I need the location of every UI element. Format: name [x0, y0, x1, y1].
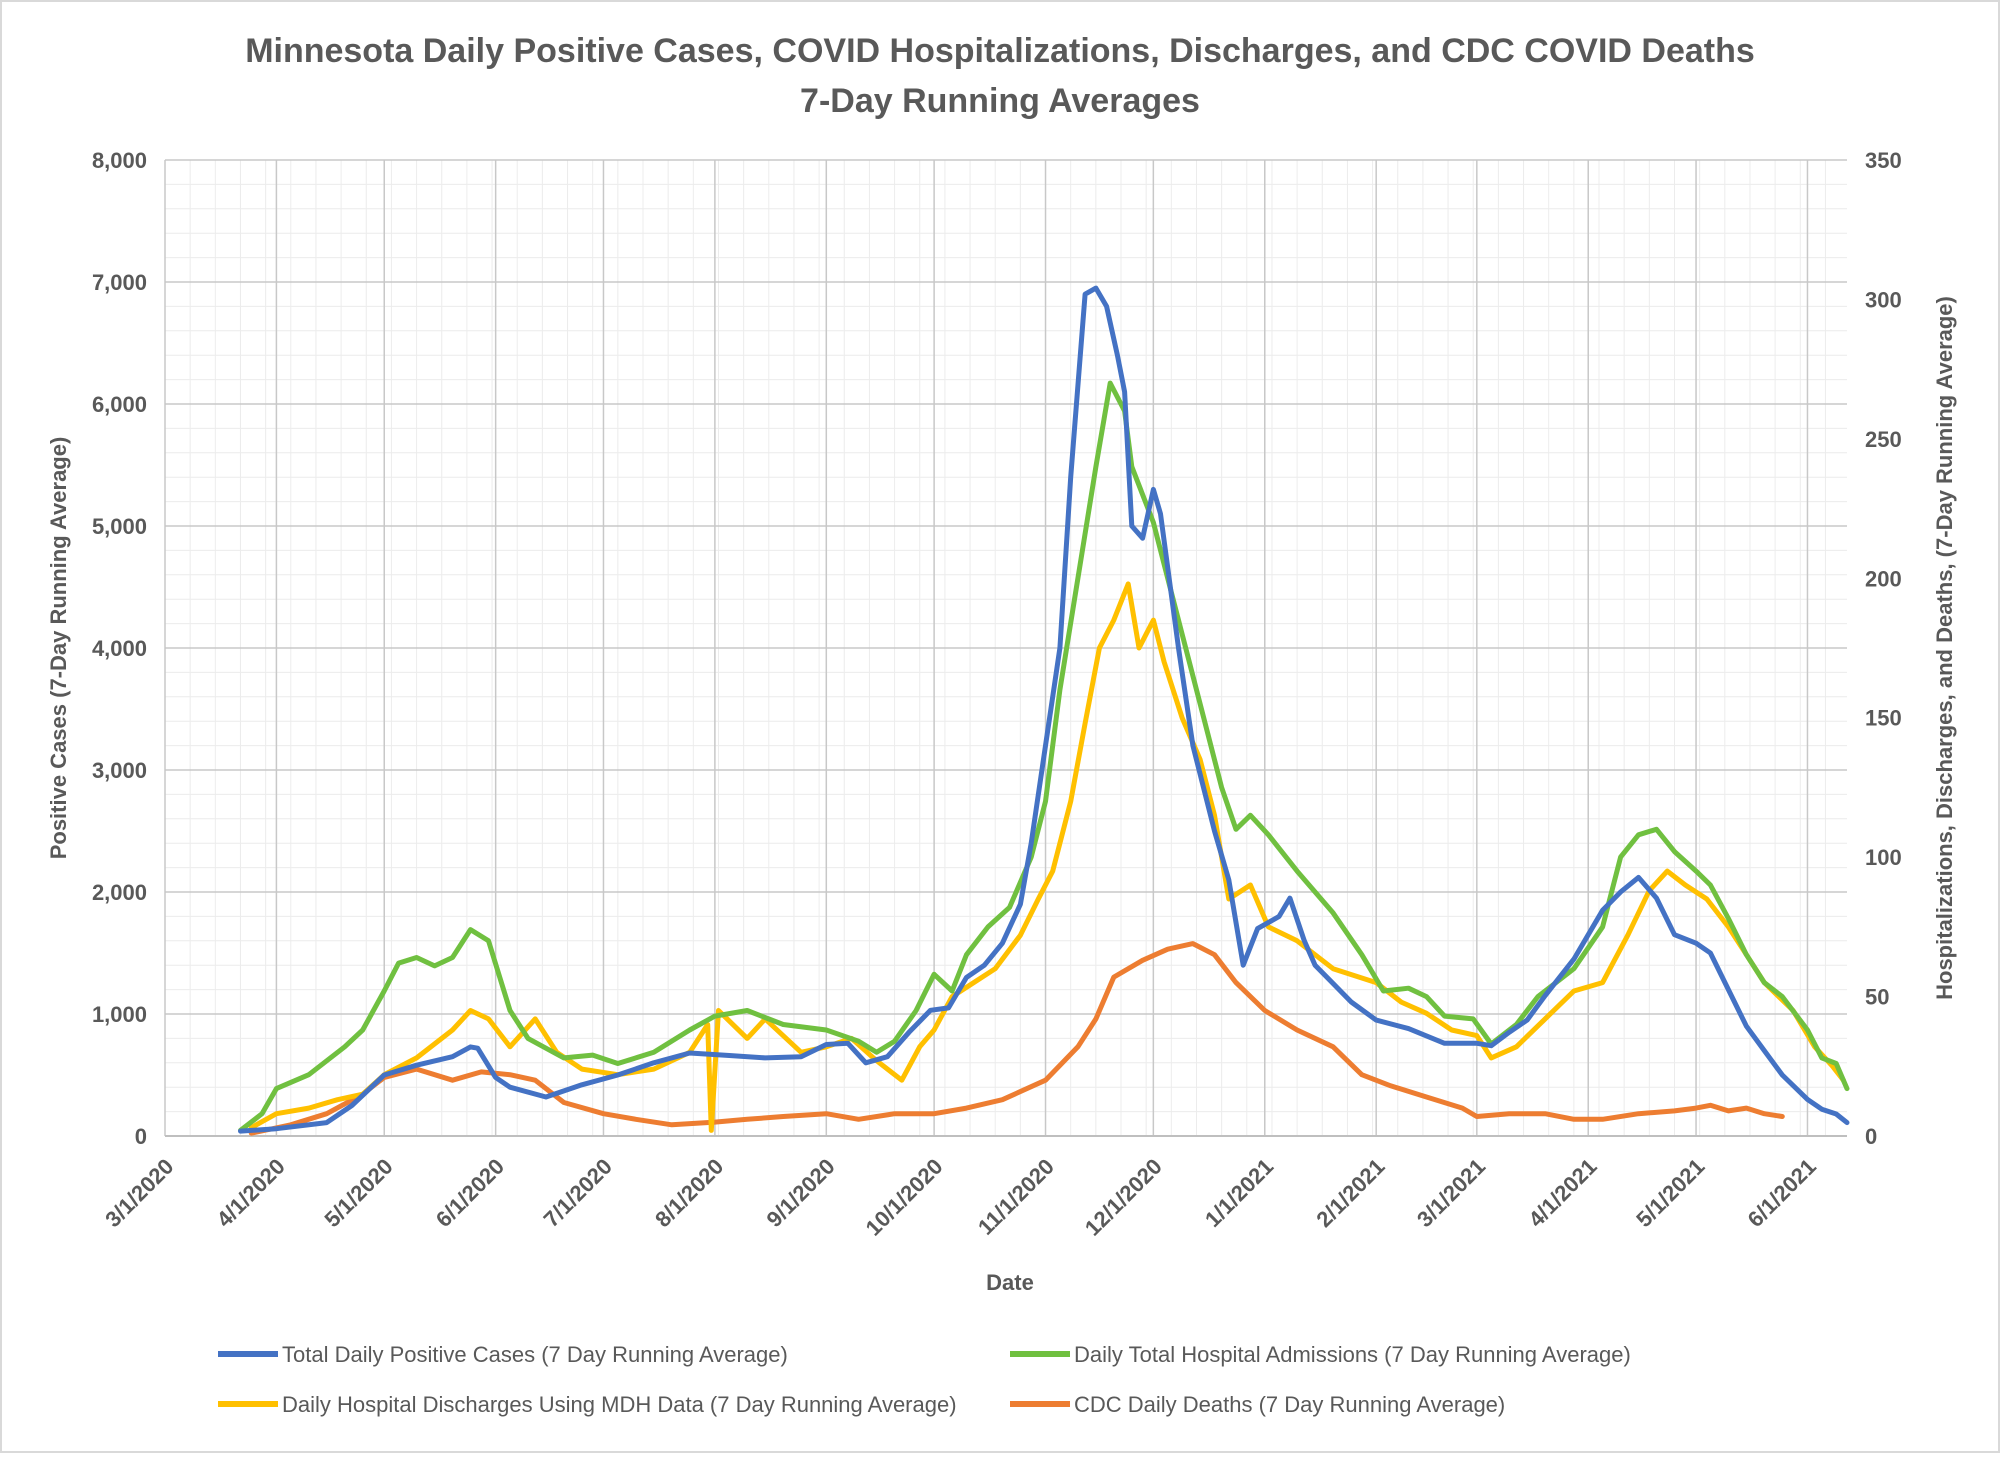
legend: Total Daily Positive Cases (7 Day Runnin… — [218, 1342, 1631, 1417]
left-tick-label: 1,000 — [92, 1002, 147, 1027]
right-tick-label: 100 — [1865, 845, 1902, 870]
right-tick-label: 250 — [1865, 427, 1902, 452]
series-line-4 — [248, 941, 1785, 1136]
x-axis-title: Date — [986, 1270, 1034, 1295]
left-tick-label: 3,000 — [92, 758, 147, 783]
left-tick-label: 8,000 — [92, 148, 147, 173]
right-tick-label: 200 — [1865, 566, 1902, 591]
right-tick-label: 0 — [1865, 1124, 1877, 1149]
y2-axis-title: Hospitalizations, Discharges, and Deaths… — [1932, 296, 1957, 1000]
legend-label: CDC Daily Deaths (7 Day Running Average) — [1074, 1392, 1505, 1417]
legend-label: Total Daily Positive Cases (7 Day Runnin… — [282, 1342, 788, 1367]
chart-title: Minnesota Daily Positive Cases, COVID Ho… — [245, 32, 1755, 70]
left-tick-label: 5,000 — [92, 514, 147, 539]
y-axis-title: Positive Cases (7-Day Running Average) — [46, 437, 71, 860]
series-line-2 — [238, 380, 1850, 1133]
right-tick-label: 150 — [1865, 706, 1902, 731]
chart-subtitle: 7-Day Running Averages — [800, 82, 1200, 120]
left-tick-label: 6,000 — [92, 392, 147, 417]
left-tick-label: 4,000 — [92, 636, 147, 661]
right-tick-label: 350 — [1865, 148, 1902, 173]
left-axis-ticks: 0 1,000 2,000 3,000 4,000 5,000 6,000 7,000 8,00… — [92, 148, 147, 1149]
right-tick-label: 50 — [1865, 985, 1889, 1010]
right-axis-ticks: 0 50 100 150 200 250 300 350 — [1865, 148, 1902, 1149]
left-tick-label: 7,000 — [92, 270, 147, 295]
legend-label: Daily Hospital Discharges Using MDH Data… — [282, 1392, 957, 1417]
left-tick-label: 2,000 — [92, 880, 147, 905]
left-tick-label: 0 — [135, 1124, 147, 1149]
legend-label: Daily Total Hospital Admissions (7 Day R… — [1074, 1342, 1631, 1367]
gridlines — [164, 159, 1847, 1137]
series-line-1 — [238, 285, 1850, 1134]
series-lines — [238, 285, 1850, 1136]
right-tick-label: 300 — [1865, 287, 1902, 312]
